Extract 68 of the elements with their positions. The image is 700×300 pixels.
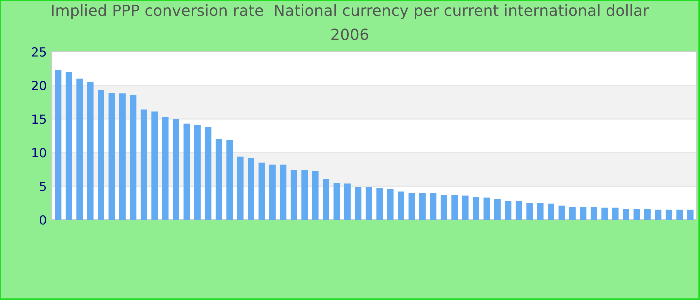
bar [558, 206, 566, 220]
bar [120, 94, 126, 220]
bar [258, 162, 266, 220]
bar [505, 201, 512, 220]
bar [687, 210, 694, 220]
bar [634, 209, 640, 220]
bar [270, 164, 276, 220]
bar [398, 192, 404, 220]
bar [173, 119, 180, 220]
bar [76, 78, 84, 220]
bar [140, 110, 148, 220]
bar [205, 127, 212, 220]
bar [323, 179, 330, 220]
bar [580, 207, 587, 220]
bar [280, 164, 287, 220]
bar [612, 208, 619, 220]
bar [130, 95, 137, 220]
y-tick-label: 25 [32, 47, 46, 57]
bar [344, 184, 351, 220]
bar [473, 197, 480, 220]
y-tick-label: 0 [40, 215, 46, 225]
chart-title: Implied PPP conversion rate National currency per current international dollar [52, 4, 650, 20]
bar [430, 193, 437, 220]
bar [376, 188, 384, 220]
bar [387, 189, 394, 220]
bar [602, 208, 608, 220]
bar [440, 195, 448, 220]
bar [216, 139, 222, 220]
bar [152, 112, 158, 220]
bar [494, 199, 501, 220]
bar [452, 195, 458, 220]
bar [184, 124, 190, 220]
y-tick-label: 5 [40, 182, 46, 192]
bar [108, 92, 116, 220]
bar [290, 170, 298, 220]
bar [537, 203, 544, 220]
bar [408, 193, 416, 220]
bar [420, 193, 426, 220]
bar [237, 156, 244, 220]
y-tick-label: 10 [32, 148, 46, 158]
bar [226, 140, 234, 220]
bar [655, 210, 662, 220]
bar [55, 70, 62, 220]
bar [162, 117, 169, 220]
bar [66, 72, 72, 220]
bar [516, 201, 522, 220]
bar [484, 198, 490, 220]
y-tick-label: 20 [32, 81, 46, 91]
bar [590, 207, 598, 220]
bar [334, 183, 340, 220]
bar [302, 170, 308, 220]
bar [462, 196, 469, 220]
bar [676, 210, 684, 220]
bar [312, 170, 319, 220]
bar [366, 187, 372, 220]
bar [98, 90, 104, 220]
y-tick-label: 15 [32, 114, 46, 124]
bar [548, 204, 554, 220]
bar [666, 210, 672, 220]
bar [526, 203, 534, 220]
bar [194, 125, 201, 220]
chart-subtitle: 2006 [332, 28, 368, 40]
bar [623, 209, 630, 220]
bar [644, 209, 651, 220]
bar [355, 187, 362, 220]
bar [87, 82, 94, 220]
bar [248, 158, 254, 220]
bar [570, 207, 576, 220]
